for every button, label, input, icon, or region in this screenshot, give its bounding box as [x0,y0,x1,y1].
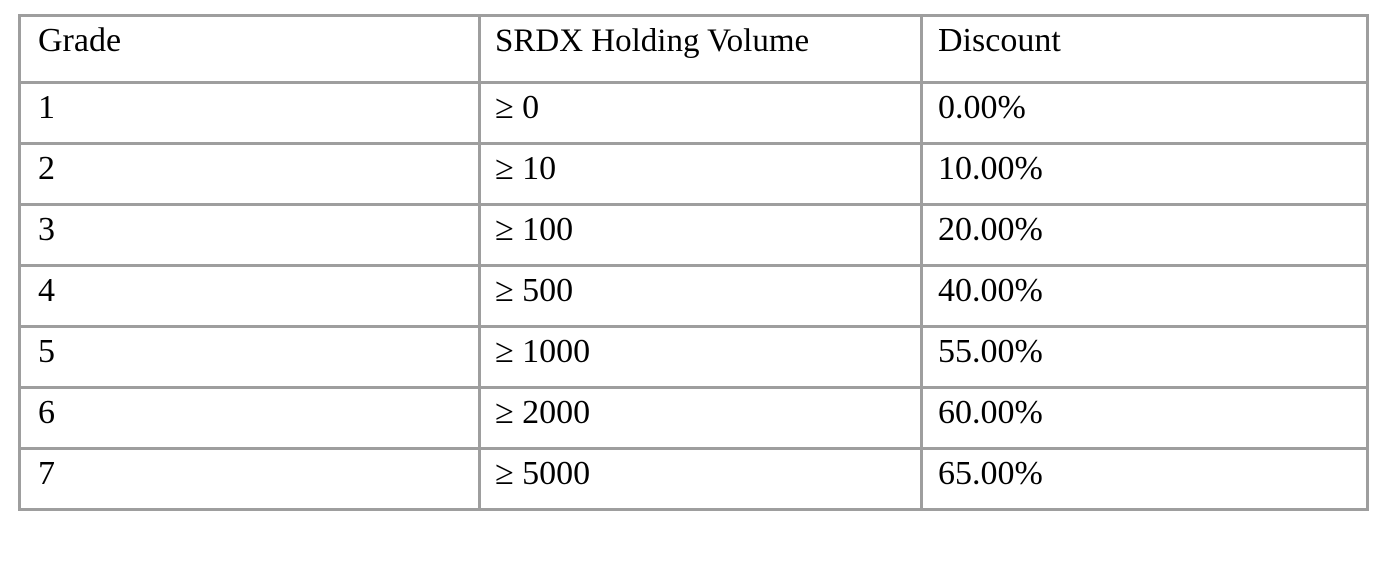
holding-volume-cell: ≥ 10 [478,142,923,206]
discount-cell: 20.00% [920,203,1369,267]
table-row: 1 ≥ 0 0.00% [18,81,1369,145]
table-header-row: Grade SRDX Holding Volume Discount [18,14,1369,84]
table-row: 4 ≥ 500 40.00% [18,264,1369,328]
holding-volume-cell: ≥ 500 [478,264,923,328]
table-row: 5 ≥ 1000 55.00% [18,325,1369,389]
holding-volume-cell: ≥ 0 [478,81,923,145]
holding-volume-cell: ≥ 5000 [478,447,923,511]
header-srdx-holding-volume: SRDX Holding Volume [478,14,923,84]
grade-cell: 2 [18,142,481,206]
discount-cell: 65.00% [920,447,1369,511]
grade-cell: 6 [18,386,481,450]
discount-cell: 10.00% [920,142,1369,206]
header-discount: Discount [920,14,1369,84]
discount-cell: 40.00% [920,264,1369,328]
discount-cell: 55.00% [920,325,1369,389]
holding-volume-cell: ≥ 100 [478,203,923,267]
table-row: 2 ≥ 10 10.00% [18,142,1369,206]
header-grade: Grade [18,14,481,84]
grade-cell: 5 [18,325,481,389]
table-row: 3 ≥ 100 20.00% [18,203,1369,267]
table-row: 7 ≥ 5000 65.00% [18,447,1369,511]
grade-cell: 7 [18,447,481,511]
grade-cell: 4 [18,264,481,328]
holding-volume-cell: ≥ 1000 [478,325,923,389]
discount-grade-table: Grade SRDX Holding Volume Discount 1 ≥ 0… [18,14,1369,511]
discount-cell: 60.00% [920,386,1369,450]
discount-cell: 0.00% [920,81,1369,145]
table-row: 6 ≥ 2000 60.00% [18,386,1369,450]
holding-volume-cell: ≥ 2000 [478,386,923,450]
grade-cell: 1 [18,81,481,145]
grade-cell: 3 [18,203,481,267]
